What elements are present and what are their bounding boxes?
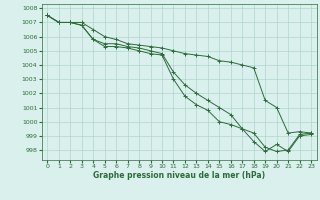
X-axis label: Graphe pression niveau de la mer (hPa): Graphe pression niveau de la mer (hPa) — [93, 171, 265, 180]
